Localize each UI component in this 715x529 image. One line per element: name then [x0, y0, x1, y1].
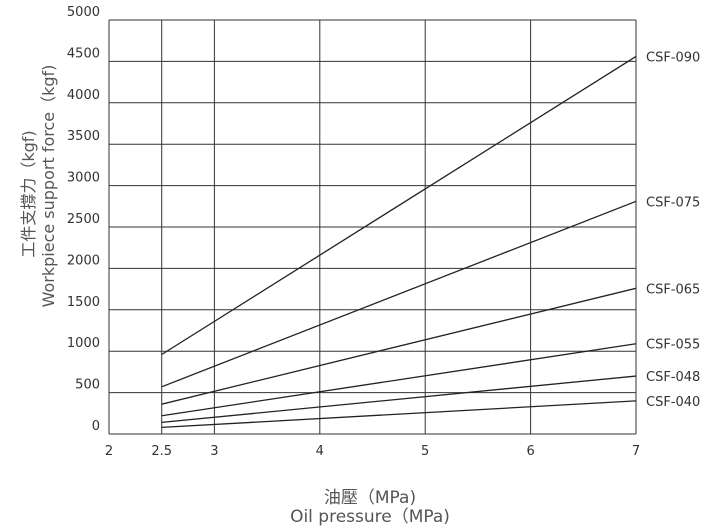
x-axis-title-line-2: Oil pressure（MPa) [290, 507, 450, 527]
series-line-csf-040 [161, 400, 637, 429]
y-tick-label: 2500 [67, 212, 100, 227]
x-tick-label: 6 [526, 444, 534, 459]
y-tick-label: 3000 [67, 171, 100, 186]
x-tick-label: 2.5 [151, 444, 172, 459]
x-tick-label: 2 [105, 444, 113, 459]
series-label: CSF-048 [646, 370, 700, 385]
x-tick-label: 5 [421, 444, 429, 459]
series-line-csf-090 [161, 55, 637, 356]
y-tick-label: 0 [92, 419, 100, 434]
series-line-csf-075 [161, 200, 637, 388]
y-axis-title: 工件支撐力（kgf) Workpiece support force（kgf) [19, 65, 58, 308]
y-tick-label: 4500 [67, 46, 100, 61]
series-line-csf-055 [161, 343, 637, 417]
series-line-csf-065 [161, 287, 637, 405]
x-tick-label: 7 [632, 444, 640, 459]
series-label: CSF-090 [646, 50, 700, 65]
y-tick-label: 5000 [67, 5, 100, 20]
series-labels: CSF-090 CSF-075 CSF-065 CSF-055 CSF-048 CSF-0… [646, 50, 700, 409]
y-tick-label: 1500 [67, 295, 100, 310]
x-tick-label: 4 [316, 444, 324, 459]
y-tick-label: 500 [75, 378, 100, 393]
series-label: CSF-065 [646, 282, 700, 297]
series-line-csf-048 [161, 375, 637, 424]
x-tick-label: 3 [210, 444, 218, 459]
grid [108, 19, 637, 435]
y-axis-title-line-2: Workpiece support force（kgf) [39, 65, 58, 308]
series-label: CSF-055 [646, 338, 700, 353]
y-tick-label: 3500 [67, 129, 100, 144]
y-axis-title-line-1: 工件支撐力（kgf) [19, 130, 38, 257]
y-tick-labels: 0 500 1000 1500 2000 2500 3000 3500 4000 4500 5000 [67, 5, 100, 434]
series-label: CSF-075 [646, 195, 700, 210]
x-axis-title-line-1: 油壓（MPa) [324, 488, 416, 508]
series-lines [161, 55, 637, 429]
x-tick-labels: 2 2.5 3 4 5 6 7 [105, 444, 640, 459]
y-tick-label: 4000 [67, 88, 100, 103]
y-tick-label: 1000 [67, 336, 100, 351]
series-label: CSF-040 [646, 395, 700, 410]
y-tick-label: 2000 [67, 253, 100, 268]
